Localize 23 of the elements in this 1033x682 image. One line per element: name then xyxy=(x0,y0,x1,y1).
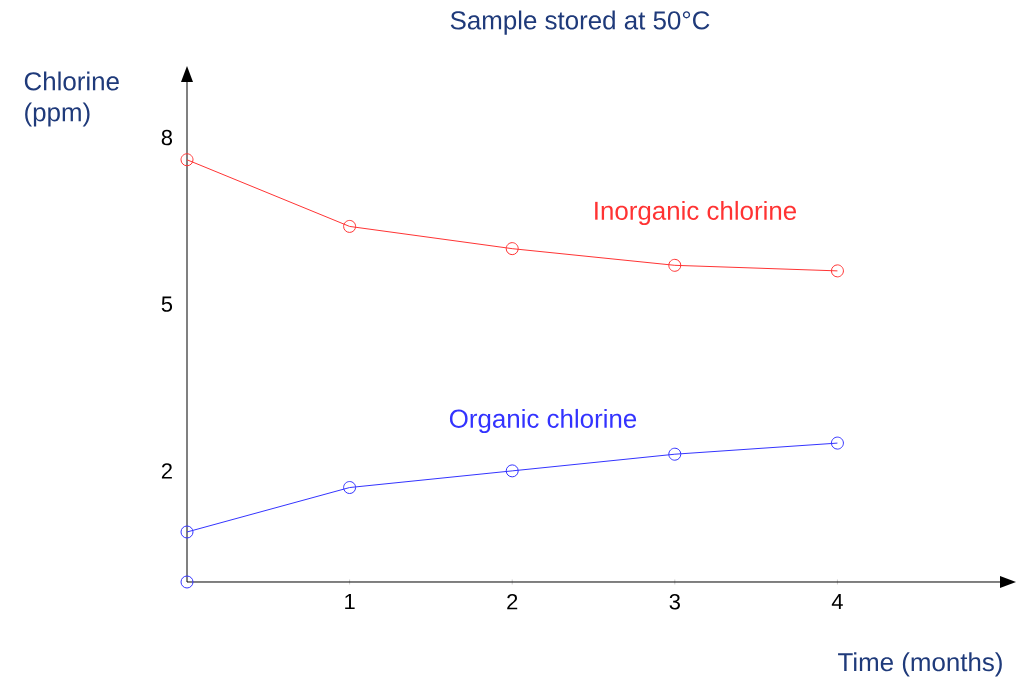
y-axis-title: Chlorine (ppm) xyxy=(24,71,119,127)
point xyxy=(505,464,519,478)
point xyxy=(180,153,194,167)
x-tick-label: 2 xyxy=(507,594,518,610)
x-tick-label: 1 xyxy=(345,594,355,610)
x-axis-title: Time (months) xyxy=(838,652,1002,677)
series-label: Inorganic chlorine xyxy=(595,200,797,226)
point xyxy=(505,242,519,256)
point xyxy=(668,447,682,461)
point xyxy=(343,219,357,233)
point xyxy=(830,436,844,450)
chart-title: Sample stored at 50°C xyxy=(450,10,710,35)
point xyxy=(180,575,194,589)
x-tick-label: 3 xyxy=(669,594,680,610)
y-tick-label: 8 xyxy=(161,129,173,146)
point xyxy=(343,481,357,495)
y-tick-label: 5 xyxy=(161,296,173,312)
series-label: Organic chlorine xyxy=(449,408,637,434)
point xyxy=(180,525,194,539)
point xyxy=(668,258,682,272)
y-tick-label: 2 xyxy=(161,463,172,479)
point xyxy=(830,264,844,278)
x-tick-label: 4 xyxy=(831,594,843,610)
